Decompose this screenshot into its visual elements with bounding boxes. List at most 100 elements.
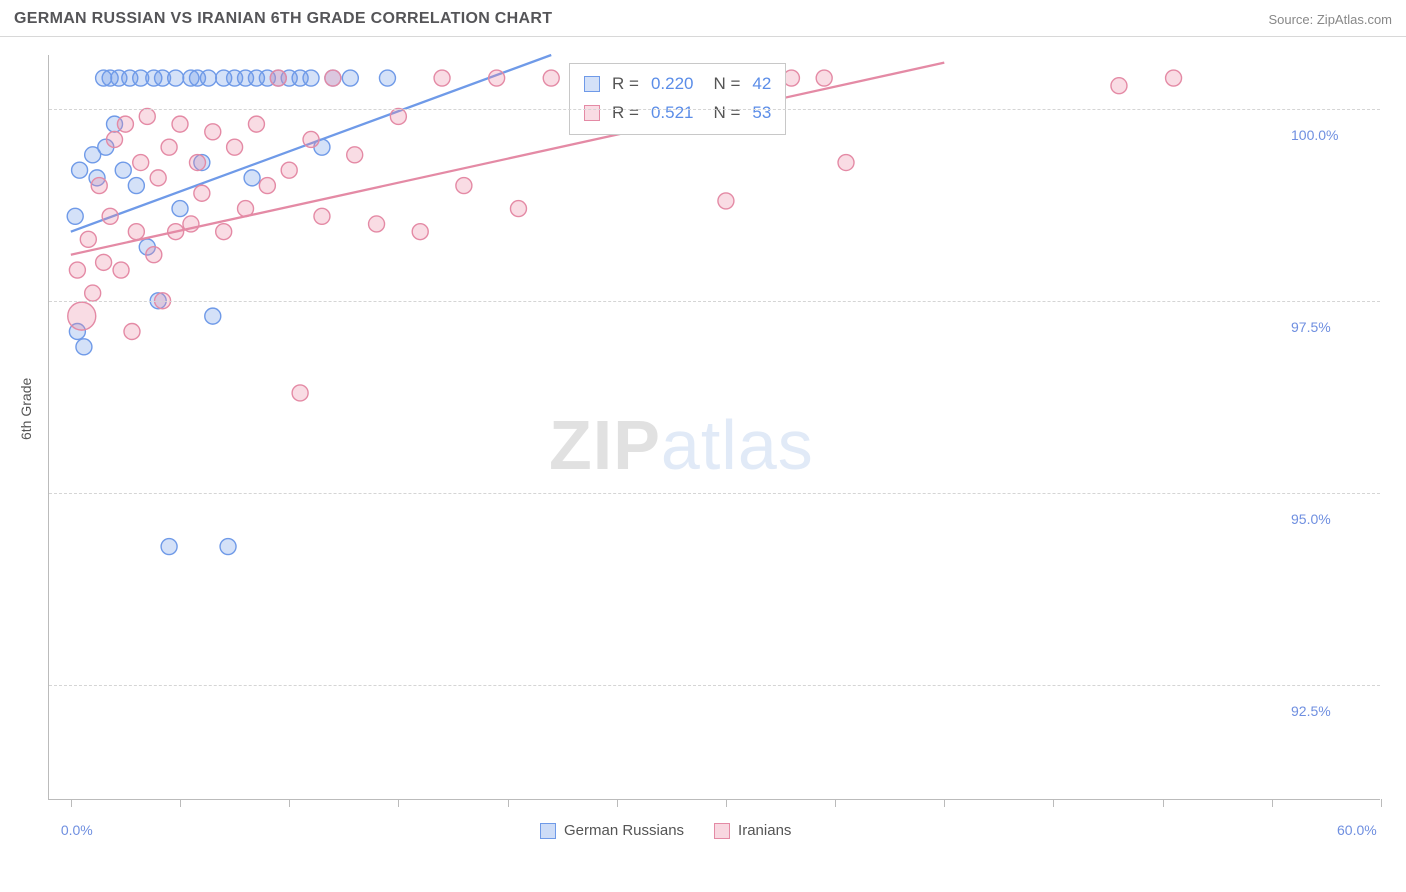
- stats-n-value: 53: [752, 99, 771, 128]
- gridline-h: [49, 685, 1380, 686]
- scatter-point: [543, 70, 559, 86]
- x-tick-label-min: 0.0%: [61, 822, 93, 838]
- scatter-point: [67, 208, 83, 224]
- scatter-point: [342, 70, 358, 86]
- x-tick: [617, 799, 618, 807]
- scatter-point: [113, 262, 129, 278]
- bottom-legend: German Russians Iranians: [540, 822, 791, 839]
- legend-label: Iranians: [738, 822, 791, 839]
- scatter-point: [128, 224, 144, 240]
- scatter-point: [205, 308, 221, 324]
- scatter-point: [139, 108, 155, 124]
- x-tick: [1163, 799, 1164, 807]
- legend-label: German Russians: [564, 822, 684, 839]
- x-tick: [1272, 799, 1273, 807]
- scatter-point: [107, 131, 123, 147]
- plot-svg: [49, 55, 1380, 799]
- scatter-point: [80, 231, 96, 247]
- scatter-point: [117, 116, 133, 132]
- stats-swatch: [584, 105, 600, 121]
- x-tick: [289, 799, 290, 807]
- scatter-point: [259, 178, 275, 194]
- scatter-point: [69, 262, 85, 278]
- x-tick: [180, 799, 181, 807]
- scatter-point: [85, 285, 101, 301]
- stats-legend: R = 0.220 N = 42R = 0.521 N = 53: [569, 63, 786, 135]
- chart-source: Source: ZipAtlas.com: [1268, 12, 1392, 27]
- scatter-point: [72, 162, 88, 178]
- scatter-point: [102, 208, 118, 224]
- scatter-point: [227, 139, 243, 155]
- scatter-point: [816, 70, 832, 86]
- stats-n-label: N =: [713, 99, 740, 128]
- scatter-point: [150, 170, 166, 186]
- x-tick: [508, 799, 509, 807]
- stats-r-value: 0.220: [651, 70, 694, 99]
- y-tick-label: 100.0%: [1291, 127, 1338, 143]
- scatter-point: [303, 70, 319, 86]
- x-tick: [944, 799, 945, 807]
- x-tick: [726, 799, 727, 807]
- scatter-point: [91, 178, 107, 194]
- stats-row: R = 0.521 N = 53: [584, 99, 771, 128]
- scatter-point: [292, 385, 308, 401]
- x-tick: [398, 799, 399, 807]
- scatter-point: [146, 247, 162, 263]
- scatter-point: [347, 147, 363, 163]
- scatter-point: [205, 124, 221, 140]
- scatter-point: [128, 178, 144, 194]
- scatter-point: [133, 155, 149, 171]
- legend-item: German Russians: [540, 822, 684, 839]
- scatter-point: [281, 162, 297, 178]
- scatter-point: [161, 139, 177, 155]
- gridline-h: [49, 301, 1380, 302]
- scatter-point: [244, 170, 260, 186]
- x-tick: [1381, 799, 1382, 807]
- legend-swatch: [540, 823, 556, 839]
- legend-swatch: [714, 823, 730, 839]
- scatter-point: [510, 201, 526, 217]
- stats-n-label: N =: [713, 70, 740, 99]
- scatter-point: [1166, 70, 1182, 86]
- scatter-point: [200, 70, 216, 86]
- scatter-point: [96, 254, 112, 270]
- stats-r-label: R =: [612, 99, 639, 128]
- scatter-point: [216, 224, 232, 240]
- scatter-point: [456, 178, 472, 194]
- stats-row: R =0.220N =42: [584, 70, 771, 99]
- scatter-point: [168, 70, 184, 86]
- scatter-point: [434, 70, 450, 86]
- x-tick: [1053, 799, 1054, 807]
- x-tick: [835, 799, 836, 807]
- legend-item: Iranians: [714, 822, 791, 839]
- chart-title: GERMAN RUSSIAN VS IRANIAN 6TH GRADE CORR…: [14, 10, 552, 28]
- stats-r-value: 0.521: [651, 99, 694, 128]
- scatter-point: [379, 70, 395, 86]
- y-tick-label: 95.0%: [1291, 511, 1331, 527]
- scatter-point: [412, 224, 428, 240]
- stats-n-value: 42: [752, 70, 771, 99]
- scatter-point: [68, 302, 96, 330]
- scatter-point: [718, 193, 734, 209]
- chart-header: GERMAN RUSSIAN VS IRANIAN 6TH GRADE CORR…: [0, 0, 1406, 37]
- scatter-point: [172, 201, 188, 217]
- y-tick-label: 97.5%: [1291, 319, 1331, 335]
- scatter-point: [390, 108, 406, 124]
- scatter-point: [325, 70, 341, 86]
- scatter-point: [189, 155, 205, 171]
- stats-swatch: [584, 76, 600, 92]
- scatter-point: [194, 185, 210, 201]
- plot-area: ZIPatlas R =0.220N =42R =0.521N =53 100.…: [48, 55, 1380, 800]
- scatter-point: [124, 323, 140, 339]
- x-tick: [71, 799, 72, 807]
- scatter-point: [76, 339, 92, 355]
- y-axis-label: 6th Grade: [18, 378, 34, 440]
- scatter-point: [1111, 78, 1127, 94]
- scatter-point: [314, 208, 330, 224]
- scatter-point: [369, 216, 385, 232]
- gridline-h: [49, 493, 1380, 494]
- scatter-point: [115, 162, 131, 178]
- scatter-point: [838, 155, 854, 171]
- x-tick-label-max: 60.0%: [1337, 822, 1377, 838]
- scatter-point: [303, 131, 319, 147]
